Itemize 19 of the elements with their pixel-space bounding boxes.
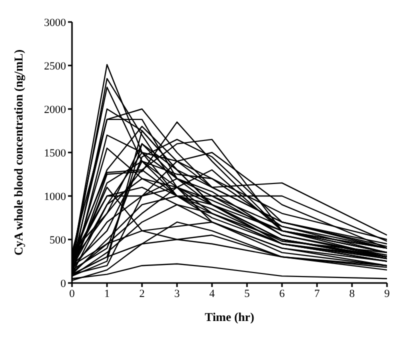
y-tick-label: 1000	[44, 190, 66, 203]
x-tick-label: 9	[384, 288, 390, 300]
y-tick-label: 2000	[44, 104, 66, 116]
x-tick-label: 4	[209, 288, 216, 300]
y-tick-label: 2500	[44, 60, 66, 72]
x-axis-title: Time (hr)	[204, 310, 254, 324]
y-tick-label: 0	[60, 278, 66, 290]
x-tick-label: 7	[314, 288, 320, 300]
x-tick-label: 5	[244, 288, 250, 300]
y-tick-label: 500	[50, 234, 66, 246]
y-tick-label: 1500	[44, 147, 66, 160]
x-tick-label: 0	[69, 288, 76, 300]
y-axis-title: CyA whole blood concentration (ng/mL)	[11, 49, 26, 256]
x-tick-label: 6	[279, 288, 286, 300]
y-tick-label: 3000	[44, 16, 66, 29]
x-tick-label: 2	[139, 288, 145, 300]
x-tick-label: 8	[349, 288, 356, 300]
x-tick-label: 3	[174, 288, 180, 300]
x-tick-label: 1	[104, 288, 110, 300]
